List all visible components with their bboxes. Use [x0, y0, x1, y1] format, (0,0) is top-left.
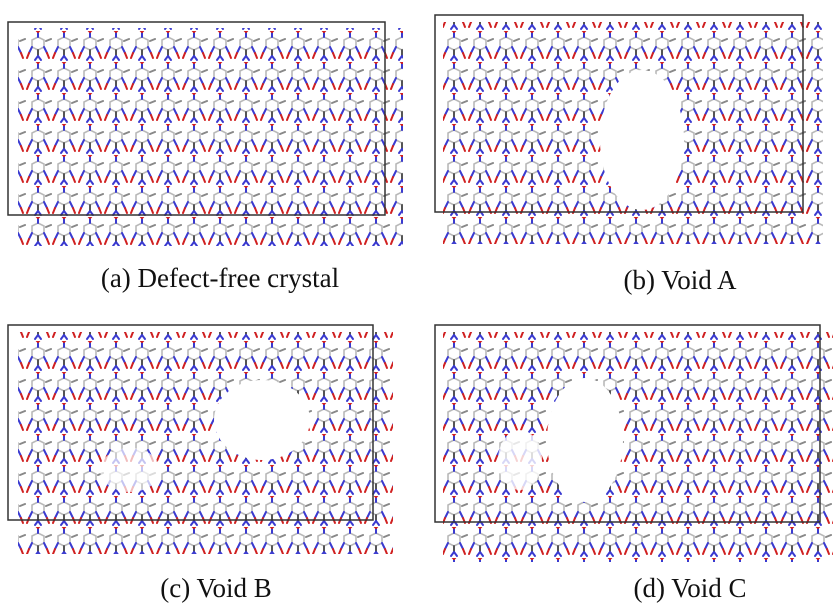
- panel-a: (a) Defect-free crystal: [8, 22, 403, 293]
- figure: (a) Defect-free crystal (b) Void A (c) V…: [0, 0, 833, 609]
- caption: (b) Void A: [623, 265, 737, 295]
- crystal-image: [18, 28, 403, 246]
- panel-d: (d) Void C: [435, 325, 833, 603]
- void: [600, 70, 684, 210]
- void: [214, 380, 310, 460]
- caption: (d) Void C: [633, 573, 746, 603]
- panel-c: (c) Void B: [8, 325, 393, 603]
- void: [100, 448, 160, 492]
- panel-b: (b) Void A: [435, 15, 823, 295]
- caption: (a) Defect-free crystal: [101, 263, 339, 293]
- void: [547, 378, 623, 502]
- void: [498, 430, 542, 490]
- caption: (c) Void B: [160, 573, 272, 603]
